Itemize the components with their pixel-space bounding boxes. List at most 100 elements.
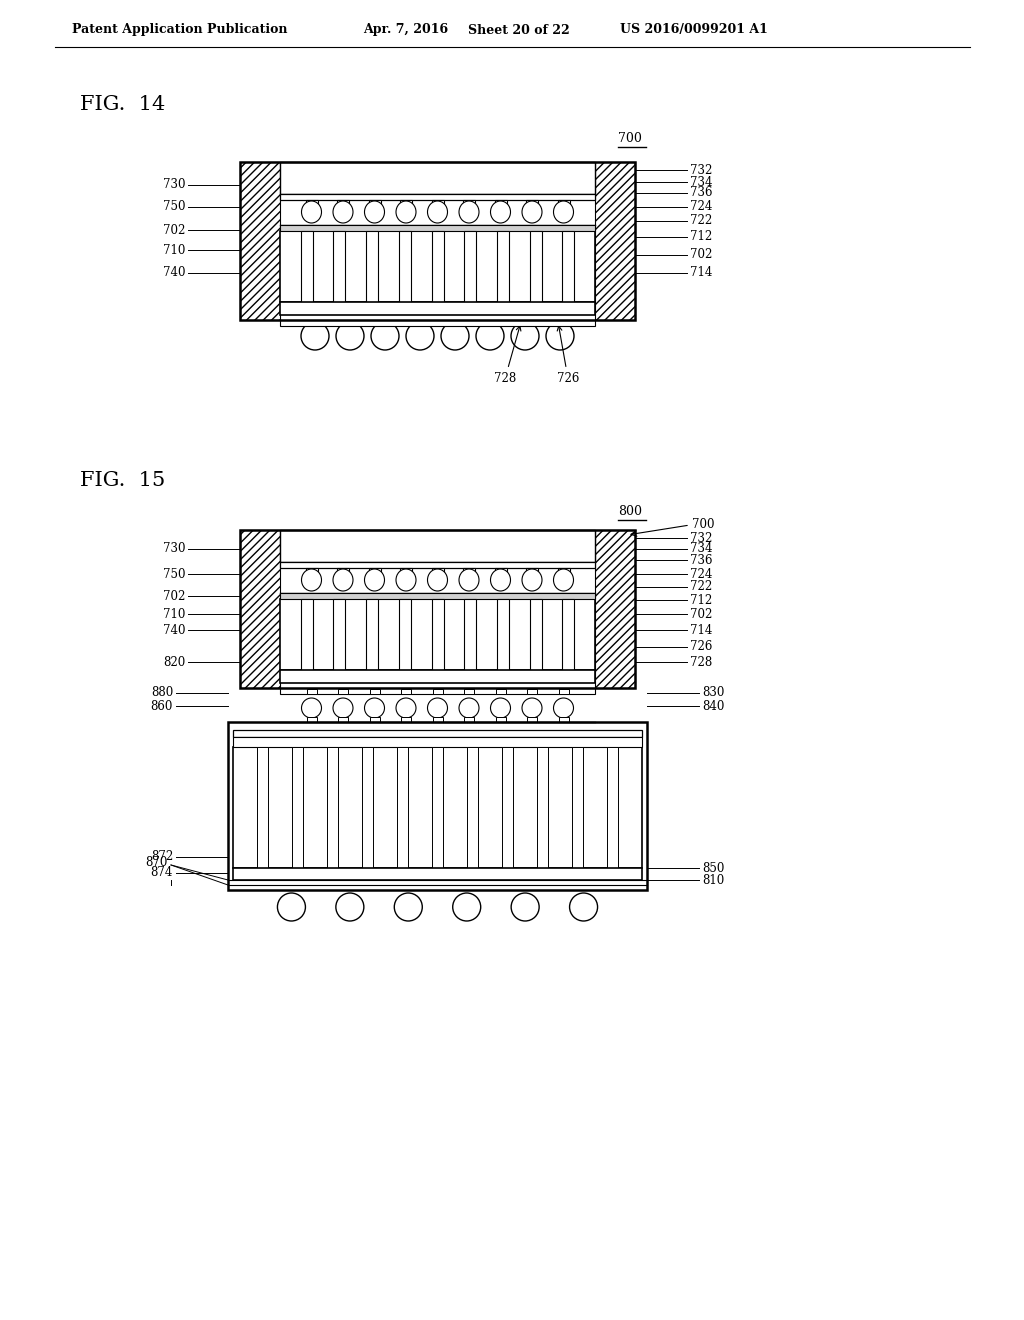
Bar (240, 162, 280, 319)
Bar (280, 194, 595, 201)
Ellipse shape (490, 698, 511, 718)
Bar (338, 689, 348, 694)
Text: 710: 710 (163, 243, 185, 256)
Bar (338, 717, 348, 722)
Bar (301, 231, 312, 302)
Text: 714: 714 (690, 267, 713, 280)
Bar (526, 201, 538, 206)
Bar (240, 162, 635, 319)
Ellipse shape (453, 894, 480, 921)
Ellipse shape (427, 698, 447, 718)
Bar (595, 531, 635, 688)
Ellipse shape (301, 569, 322, 591)
Bar (431, 568, 443, 574)
Bar (257, 747, 268, 869)
Ellipse shape (522, 569, 542, 591)
Ellipse shape (476, 322, 504, 350)
Ellipse shape (365, 201, 384, 223)
Text: 700: 700 (692, 519, 715, 532)
Text: 750: 750 (163, 568, 185, 581)
Bar (527, 717, 537, 722)
Text: 722: 722 (690, 214, 713, 227)
Ellipse shape (406, 322, 434, 350)
Ellipse shape (396, 201, 416, 223)
Bar (280, 531, 595, 562)
Text: Sheet 20 of 22: Sheet 20 of 22 (468, 24, 569, 37)
Text: 740: 740 (163, 623, 185, 636)
Bar (398, 231, 411, 302)
Ellipse shape (554, 201, 573, 223)
Bar (280, 671, 595, 682)
Ellipse shape (427, 201, 447, 223)
Bar (562, 231, 574, 302)
Bar (280, 319, 595, 326)
Text: 728: 728 (690, 656, 713, 668)
Text: 732: 732 (690, 164, 713, 177)
Ellipse shape (301, 322, 329, 350)
Ellipse shape (278, 894, 305, 921)
Ellipse shape (371, 322, 399, 350)
Ellipse shape (522, 201, 542, 223)
Text: 722: 722 (690, 581, 713, 594)
Text: 850: 850 (702, 862, 724, 874)
Text: FIG.  15: FIG. 15 (80, 470, 165, 490)
Bar (526, 568, 538, 574)
Bar (240, 531, 280, 688)
Bar (280, 231, 595, 302)
Bar (502, 747, 513, 869)
Text: 750: 750 (163, 201, 185, 214)
Ellipse shape (511, 322, 539, 350)
Text: 810: 810 (702, 874, 724, 887)
Ellipse shape (511, 894, 540, 921)
Ellipse shape (554, 569, 573, 591)
Text: 740: 740 (163, 267, 185, 280)
Bar (496, 717, 506, 722)
Bar (497, 231, 509, 302)
Bar (228, 722, 647, 890)
Text: Patent Application Publication: Patent Application Publication (72, 24, 288, 37)
Text: 702: 702 (690, 607, 713, 620)
Bar (334, 231, 345, 302)
Ellipse shape (490, 569, 511, 591)
Bar (495, 568, 507, 574)
Text: 712: 712 (690, 594, 713, 606)
Ellipse shape (333, 698, 353, 718)
Bar (495, 201, 507, 206)
Ellipse shape (554, 698, 573, 718)
Bar (280, 224, 595, 231)
Ellipse shape (396, 698, 416, 718)
Bar (557, 568, 569, 574)
Bar (463, 201, 475, 206)
Bar (527, 689, 537, 694)
Ellipse shape (333, 201, 353, 223)
Bar (233, 869, 642, 880)
Text: Apr. 7, 2016: Apr. 7, 2016 (362, 24, 449, 37)
Text: 800: 800 (618, 506, 642, 517)
Text: 732: 732 (690, 532, 713, 544)
Text: US 2016/0099201 A1: US 2016/0099201 A1 (620, 24, 768, 37)
Bar (337, 568, 349, 574)
Ellipse shape (459, 698, 479, 718)
Bar (558, 689, 568, 694)
Bar (398, 599, 411, 671)
Text: 726: 726 (690, 640, 713, 653)
Text: 700: 700 (618, 132, 642, 145)
Bar (562, 599, 574, 671)
Text: 734: 734 (690, 543, 713, 556)
Text: 702: 702 (690, 248, 713, 261)
Bar (369, 568, 381, 574)
Bar (401, 689, 411, 694)
Bar (595, 162, 635, 319)
Bar (464, 689, 474, 694)
Bar (370, 689, 380, 694)
Text: 736: 736 (690, 186, 713, 199)
Bar (306, 717, 316, 722)
Text: 710: 710 (163, 607, 185, 620)
Bar (280, 599, 595, 671)
Text: 724: 724 (690, 201, 713, 214)
Bar (529, 231, 542, 302)
Ellipse shape (546, 322, 574, 350)
Bar (334, 599, 345, 671)
Text: 830: 830 (702, 686, 724, 700)
Bar (240, 531, 635, 688)
